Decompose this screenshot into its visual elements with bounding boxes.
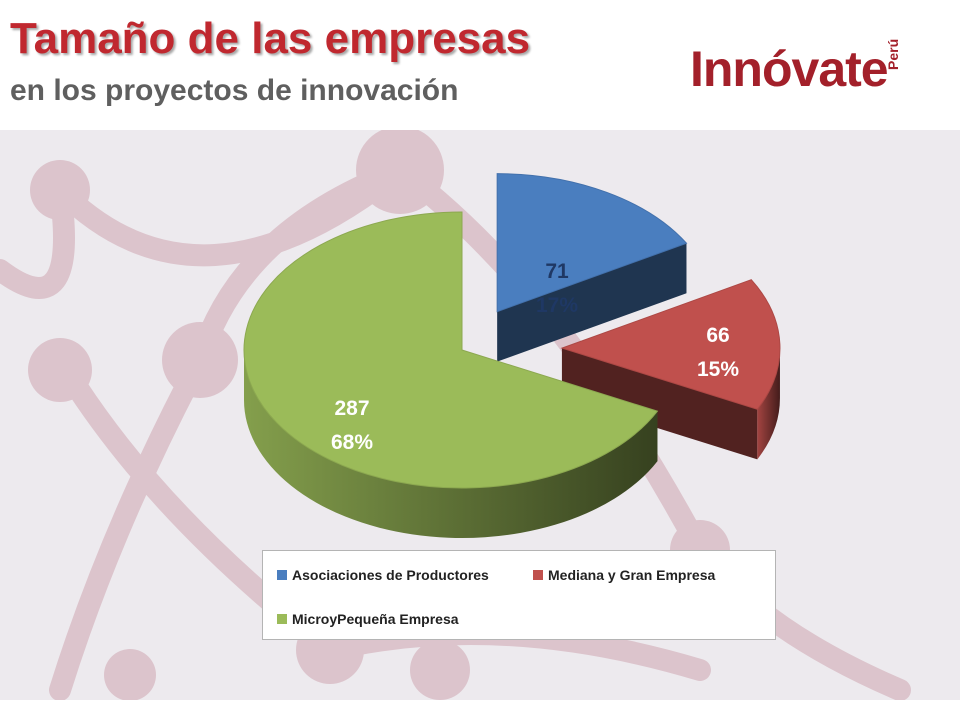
legend-item-asociaciones: Asociaciones de Productores — [277, 567, 489, 583]
data-label-percent-asociaciones: 17% — [536, 294, 578, 317]
logo-wordmark: Innóvate — [690, 41, 889, 97]
pie-side-mediana — [757, 348, 780, 460]
pie-wall-asociaciones-1 — [497, 243, 687, 362]
data-label-percent-micro: 68% — [331, 431, 373, 454]
chart-legend: Asociaciones de Productores Mediana y Gr… — [262, 550, 776, 640]
legend-swatch-micro — [277, 614, 287, 624]
pie-top-mediana — [560, 279, 781, 410]
slide-header: Tamaño de las empresas en los proyectos … — [0, 0, 960, 130]
pie-wall-mediana-1 — [561, 348, 758, 460]
legend-item-micro: MicroyPequeña Empresa — [277, 611, 459, 627]
pie-side-micro — [244, 350, 658, 538]
pie-slice-asociaciones — [497, 243, 687, 362]
data-label-value-asociaciones: 71 — [545, 260, 569, 283]
legend-label-mediana: Mediana y Gran Empresa — [548, 567, 716, 583]
data-label-percent-mediana: 15% — [697, 358, 739, 381]
legend-swatch-mediana — [533, 570, 543, 580]
legend-swatch-asociaciones — [277, 570, 287, 580]
slide-subtitle: en los proyectos de innovación — [10, 74, 459, 107]
data-label-value-micro: 287 — [334, 397, 369, 420]
pie-top-asociaciones — [496, 173, 688, 313]
innovate-peru-logo: Innóvate Perú — [690, 38, 920, 110]
legend-label-asociaciones: Asociaciones de Productores — [292, 567, 489, 583]
slide-title: Tamaño de las empresas — [10, 14, 531, 63]
legend-item-mediana: Mediana y Gran Empresa — [533, 567, 715, 583]
data-label-value-mediana: 66 — [706, 324, 729, 347]
logo-country: Perú — [885, 38, 901, 70]
chart-area: 71 17% 66 15% 287 68% Asociaciones de Product… — [0, 130, 960, 700]
legend-label-micro: MicroyPequeña Empresa — [292, 611, 459, 627]
pie-top-micro — [243, 211, 659, 489]
pie-chart: 71 17% 66 15% 287 68% — [243, 173, 781, 538]
